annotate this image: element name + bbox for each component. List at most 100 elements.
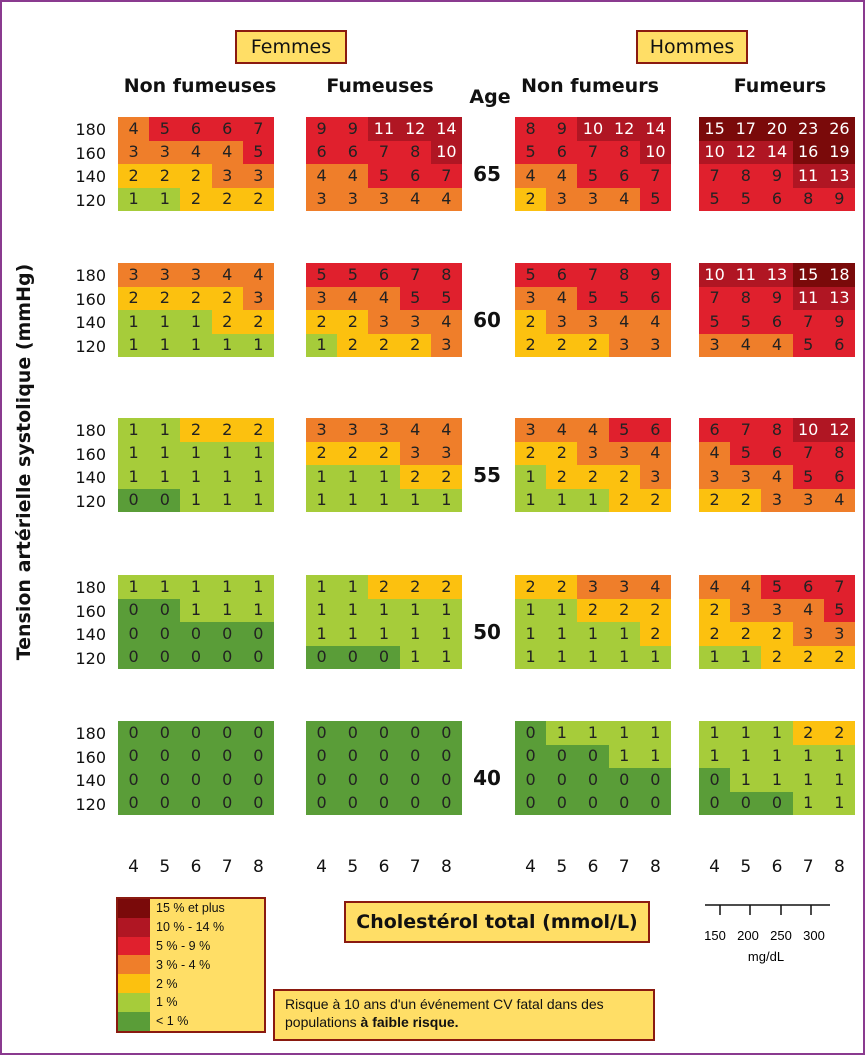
risk-cell: 20 — [761, 117, 793, 141]
risk-cell: 7 — [699, 286, 731, 310]
risk-cell: 1 — [792, 768, 824, 792]
risk-cell: 0 — [242, 791, 274, 815]
risk-cell: 2 — [242, 418, 274, 442]
risk-cell: 0 — [608, 768, 640, 792]
risk-cell: 0 — [337, 791, 369, 815]
risk-cell: 1 — [577, 721, 609, 745]
risk-cell: 1 — [399, 645, 431, 669]
risk-cell: 0 — [699, 768, 731, 792]
risk-cell: 3 — [608, 333, 640, 357]
risk-cell: 4 — [546, 286, 578, 310]
risk-cell: 1 — [211, 488, 243, 512]
risk-cell: 4 — [368, 286, 400, 310]
risk-cell: 1 — [430, 598, 462, 622]
risk-cell: 1 — [639, 645, 671, 669]
risk-cell: 1 — [577, 488, 609, 512]
risk-cell: 11 — [792, 286, 824, 310]
risk-cell: 4 — [608, 187, 640, 211]
risk-cell: 5 — [761, 575, 793, 599]
men-label: Hommes — [636, 30, 748, 64]
risk-cell: 0 — [118, 744, 150, 768]
risk-cell: 4 — [761, 465, 793, 489]
legend-swatch — [118, 899, 150, 918]
risk-cell: 7 — [242, 117, 274, 141]
risk-cell: 3 — [639, 465, 671, 489]
risk-cell: 0 — [337, 744, 369, 768]
risk-cell: 3 — [118, 140, 150, 164]
risk-cell: 2 — [546, 575, 578, 599]
risk-cell: 0 — [515, 791, 547, 815]
risk-cell: 0 — [577, 791, 609, 815]
risk-cell: 6 — [761, 441, 793, 465]
risk-cell: 2 — [730, 488, 762, 512]
risk-cell: 1 — [430, 622, 462, 646]
risk-cell: 1 — [699, 721, 731, 745]
risk-cell: 1 — [337, 598, 369, 622]
risk-cell: 0 — [306, 768, 338, 792]
risk-cell: 3 — [761, 598, 793, 622]
risk-cell: 11 — [792, 164, 824, 188]
risk-cell: 1 — [211, 333, 243, 357]
bp-tick-label: 180 — [75, 421, 106, 440]
risk-cell: 3 — [211, 164, 243, 188]
risk-cell: 9 — [337, 117, 369, 141]
risk-cell: 1 — [399, 488, 431, 512]
cholesterol-tick-label: 5 — [159, 857, 171, 877]
mgdl-tick-label: 250 — [770, 928, 792, 943]
risk-cell: 8 — [399, 140, 431, 164]
risk-cell: 7 — [699, 164, 731, 188]
risk-cell: 1 — [639, 721, 671, 745]
risk-cell: 9 — [823, 187, 855, 211]
risk-cell: 1 — [149, 310, 181, 334]
risk-cell: 3 — [368, 310, 400, 334]
risk-cell: 7 — [792, 441, 824, 465]
risk-cell: 5 — [399, 286, 431, 310]
risk-cell: 7 — [639, 164, 671, 188]
risk-cell: 1 — [306, 488, 338, 512]
cholesterol-tick-label: 5 — [740, 857, 752, 877]
risk-cell: 1 — [546, 721, 578, 745]
risk-cell: 3 — [242, 164, 274, 188]
risk-cell: 9 — [761, 164, 793, 188]
risk-cell: 0 — [180, 768, 212, 792]
age-header: Age — [469, 86, 511, 108]
risk-cell: 18 — [823, 263, 855, 287]
risk-cell: 0 — [430, 744, 462, 768]
risk-cell: 2 — [792, 721, 824, 745]
cholesterol-tick-label: 6 — [587, 857, 599, 877]
risk-cell: 1 — [242, 333, 274, 357]
cholesterol-tick-label: 4 — [525, 857, 536, 877]
risk-cell: 1 — [608, 645, 640, 669]
risk-cell: 1 — [118, 187, 150, 211]
risk-cell: 1 — [180, 333, 212, 357]
risk-cell: 3 — [608, 575, 640, 599]
risk-cell: 1 — [118, 441, 150, 465]
risk-cell: 2 — [399, 465, 431, 489]
risk-cell: 2 — [211, 310, 243, 334]
risk-legend: 15 % et plus 10 % - 14 % 5 % - 9 % 3 % - 4 … — [116, 897, 266, 1033]
risk-cell: 2 — [823, 645, 855, 669]
risk-cell: 0 — [211, 645, 243, 669]
risk-cell: 0 — [211, 622, 243, 646]
risk-cell: 4 — [792, 598, 824, 622]
risk-cell: 6 — [546, 140, 578, 164]
risk-cell: 6 — [639, 418, 671, 442]
risk-cell: 9 — [823, 310, 855, 334]
risk-cell: 1 — [211, 598, 243, 622]
bp-tick-label: 120 — [75, 491, 106, 511]
risk-cell: 1 — [180, 575, 212, 599]
risk-cell: 1 — [149, 441, 181, 465]
age-label: 60 — [473, 308, 501, 332]
risk-cell: 13 — [823, 286, 855, 310]
risk-cell: 2 — [337, 310, 369, 334]
risk-cell: 23 — [792, 117, 824, 141]
legend-label: 10 % - 14 % — [156, 920, 225, 935]
risk-cell: 4 — [699, 441, 731, 465]
risk-cell: 3 — [515, 418, 547, 442]
risk-cell: 7 — [792, 310, 824, 334]
risk-cell: 5 — [149, 117, 181, 141]
risk-cell: 4 — [546, 418, 578, 442]
cholesterol-tick-label: 8 — [833, 857, 845, 877]
x-axis-title: Cholestérol total (mmol/L) — [344, 901, 650, 943]
